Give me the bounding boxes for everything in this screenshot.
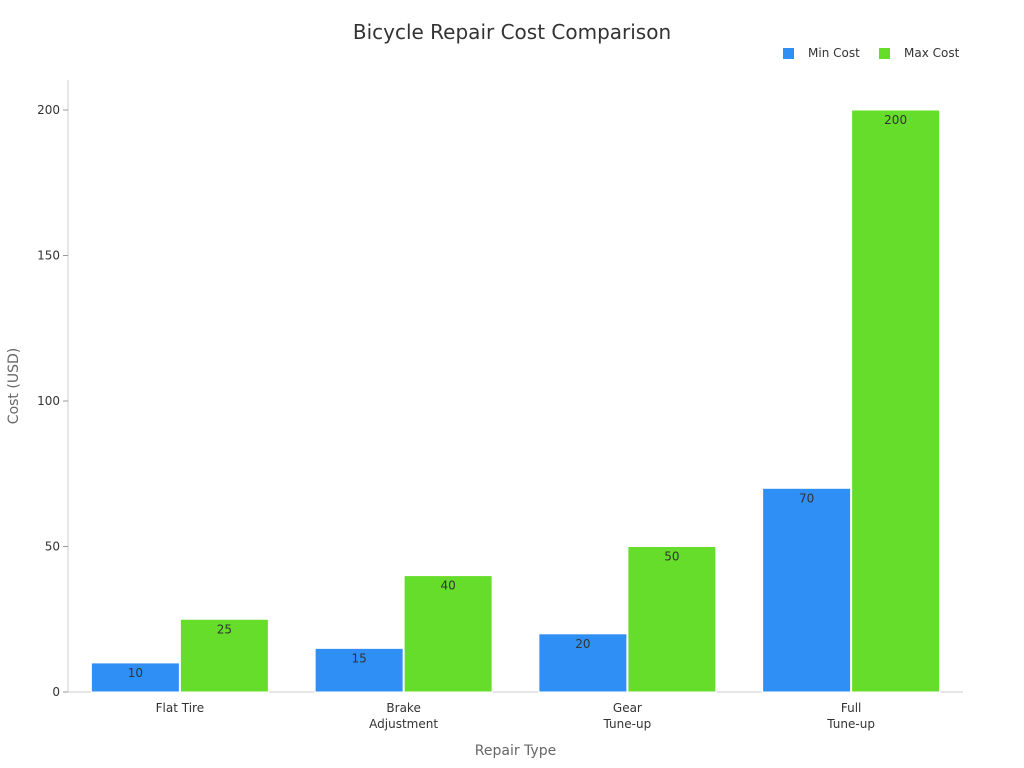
legend-item-min-cost: Min Cost — [783, 46, 860, 60]
x-tick-label: Full Tune-up — [826, 701, 875, 731]
bar-min-cost — [762, 487, 852, 693]
y-tick-label: 50 — [45, 540, 60, 554]
x-tick-label: Brake Adjustment — [369, 701, 438, 731]
bar-min-cost — [538, 633, 628, 693]
bar-max-cost — [403, 575, 493, 693]
data-label: 15 — [351, 651, 366, 665]
data-label: 200 — [884, 113, 907, 127]
data-label: 70 — [799, 491, 814, 505]
x-tick-label: Gear Tune-up — [603, 701, 652, 731]
y-tick-label: 200 — [37, 103, 60, 117]
x-tick-label: Flat Tire — [156, 701, 204, 715]
data-label: 40 — [440, 579, 455, 593]
bar-max-cost — [627, 546, 717, 693]
bar-min-cost — [90, 662, 180, 693]
data-label: 10 — [128, 666, 143, 680]
chart-title: Bicycle Repair Cost Comparison — [352, 20, 672, 44]
y-tick-label: 150 — [37, 249, 60, 263]
legend-swatch-min-cost — [783, 47, 794, 59]
legend-swatch-max-cost — [879, 47, 890, 59]
data-label: 50 — [664, 550, 679, 564]
legend-label-max-cost: Max Cost — [904, 46, 960, 60]
legend-label-min-cost: Min Cost — [808, 46, 860, 60]
bar-min-cost — [314, 647, 404, 693]
y-tick-label: 0 — [52, 685, 60, 699]
legend-item-max-cost: Max Cost — [879, 46, 959, 60]
y-axis-title: Cost (USD) — [6, 348, 22, 424]
bar-max-cost — [179, 618, 269, 693]
x-axis-title: Repair Type — [475, 743, 556, 759]
data-label: 25 — [217, 622, 232, 636]
data-label: 20 — [575, 637, 590, 651]
y-tick-label: 100 — [37, 394, 60, 408]
bar-max-cost — [851, 109, 941, 693]
